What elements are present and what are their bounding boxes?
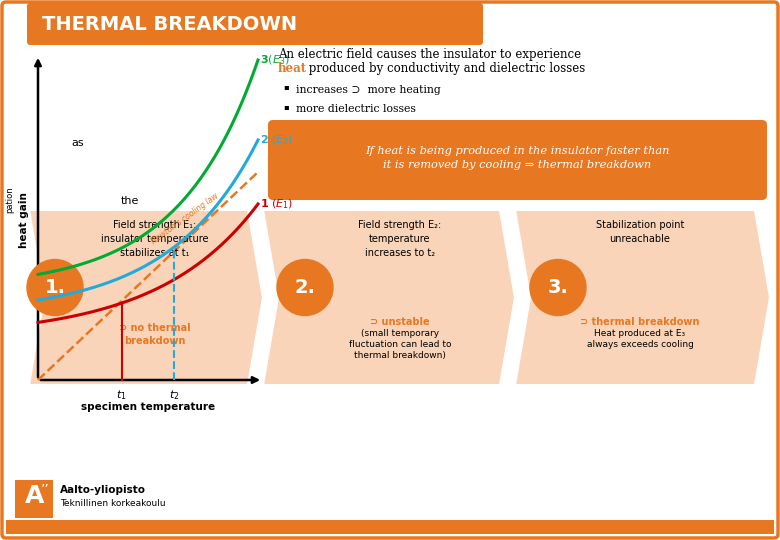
Text: specimen temperature: specimen temperature [81,402,215,412]
Text: ’’: ’’ [41,483,50,497]
Text: $t_1$: $t_1$ [116,388,127,402]
FancyBboxPatch shape [27,3,483,45]
Circle shape [277,260,333,315]
Text: $\mathbf{1}\ (E_1)$: $\mathbf{1}\ (E_1)$ [260,197,293,211]
Text: $\mathbf{2}\ (E_2)$: $\mathbf{2}\ (E_2)$ [260,133,293,147]
Text: (small temporary
fluctuation can lead to
thermal breakdown): (small temporary fluctuation can lead to… [349,329,452,360]
Text: Field strength E₁:
insulator temperature
stabilizes at t₁: Field strength E₁: insulator temperature… [101,220,209,258]
Circle shape [27,260,83,315]
FancyBboxPatch shape [6,520,774,534]
Text: ⊃ unstable: ⊃ unstable [370,317,430,327]
Text: 3.: 3. [548,278,569,297]
Text: ⊃ no thermal
breakdown: ⊃ no thermal breakdown [119,323,191,346]
FancyBboxPatch shape [268,120,767,200]
Text: THERMAL BREAKDOWN: THERMAL BREAKDOWN [42,15,297,33]
Text: increases ⊃  more heating: increases ⊃ more heating [296,85,441,95]
Text: 1.: 1. [44,278,66,297]
Polygon shape [263,210,515,385]
Text: $t_2$: $t_2$ [169,388,179,402]
Text: A: A [25,484,44,508]
Text: Stabilization point
unreachable: Stabilization point unreachable [596,220,684,244]
Text: Heat produced at E₃
always exceeds cooling: Heat produced at E₃ always exceeds cooli… [587,329,693,349]
Text: $\mathbf{3}(E_3)$: $\mathbf{3}(E_3)$ [260,53,290,67]
Polygon shape [515,210,770,385]
Text: ▪: ▪ [283,82,289,91]
Text: Aalto-yliopisto: Aalto-yliopisto [60,485,146,495]
FancyBboxPatch shape [15,480,53,518]
Text: produced by conductivity and dielectric losses: produced by conductivity and dielectric … [305,62,585,75]
Text: Newton's cooling law: Newton's cooling law [150,191,221,246]
Text: heat gain: heat gain [19,192,29,248]
Text: more dielectric losses: more dielectric losses [296,104,416,114]
Polygon shape [29,210,263,385]
Text: pation: pation [5,187,15,213]
Circle shape [530,260,586,315]
Text: the: the [121,196,140,206]
Text: Field strength E₂:
temperature
increases to t₂: Field strength E₂: temperature increases… [358,220,441,258]
Text: ⊃ thermal breakdown: ⊃ thermal breakdown [580,317,700,327]
Text: 2.: 2. [295,278,315,297]
Text: ▪: ▪ [283,102,289,111]
Text: heat: heat [278,62,307,75]
Text: If heat is being produced in the insulator faster than
it is removed by cooling : If heat is being produced in the insulat… [365,146,670,171]
Text: Teknillinen korkeakoulu: Teknillinen korkeakoulu [60,500,165,509]
Text: as: as [71,138,84,148]
Text: An electric field causes the insulator to experience: An electric field causes the insulator t… [278,48,581,61]
